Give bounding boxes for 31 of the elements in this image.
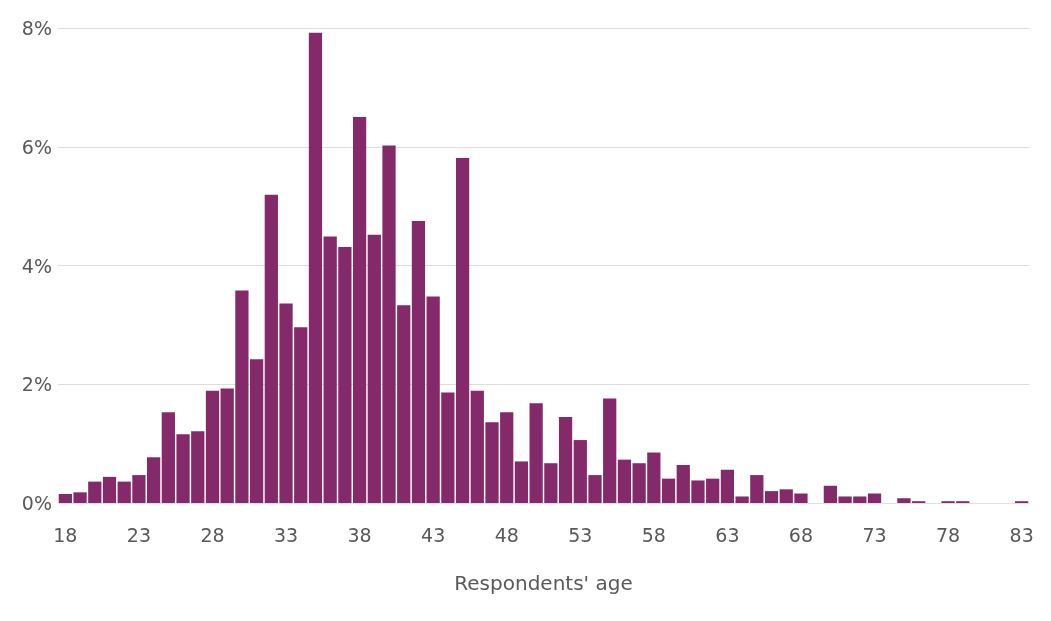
- x-tick-label: 33: [273, 523, 299, 546]
- y-tick-label: 4%: [21, 254, 52, 277]
- bar: [411, 220, 426, 503]
- x-tick-label: 63: [715, 523, 740, 546]
- bar: [102, 476, 117, 503]
- x-tick-label: 53: [568, 523, 593, 546]
- bar: [308, 32, 323, 503]
- x-tick-label: 83: [1009, 523, 1034, 546]
- x-tick-label: 28: [200, 523, 225, 546]
- bar: [558, 416, 573, 503]
- bar: [617, 459, 632, 503]
- bar: [661, 478, 676, 503]
- x-tick-label: 78: [935, 523, 961, 546]
- y-tick-label: 6%: [21, 135, 52, 158]
- x-tick-label: 68: [788, 523, 814, 546]
- x-axis-title: Respondents' age: [454, 571, 633, 595]
- y-tick-label: 2%: [21, 373, 52, 396]
- x-tick-label: 43: [421, 523, 446, 546]
- bar: [514, 461, 529, 503]
- bar: [455, 158, 470, 503]
- x-tick-label: 38: [347, 523, 372, 546]
- y-tick-label: 0%: [21, 492, 52, 514]
- x-tick-label: 58: [641, 523, 666, 546]
- bar: [764, 491, 779, 503]
- x-tick-label: 73: [862, 523, 887, 546]
- y-tick-label: 8%: [21, 17, 52, 39]
- x-tick-label: 23: [126, 523, 152, 546]
- x-tick-label: 48: [494, 523, 519, 546]
- bar: [205, 390, 220, 503]
- x-tick-label: 18: [53, 523, 78, 546]
- bar: [867, 493, 882, 503]
